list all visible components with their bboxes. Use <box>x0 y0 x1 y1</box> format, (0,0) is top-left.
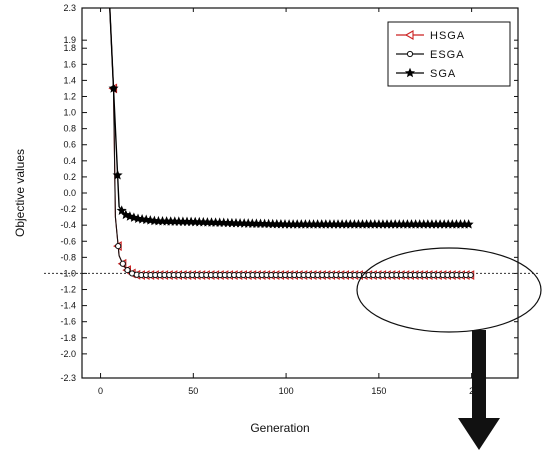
y-tick-label: 0.2 <box>63 172 76 182</box>
series-point-sga <box>108 83 119 93</box>
y-tick-label: 0.6 <box>63 140 76 150</box>
y-tick-label: 1.8 <box>63 43 76 53</box>
y-tick-label: 2.3 <box>63 3 76 13</box>
legend-marker-hsga <box>404 30 414 40</box>
y-tick-label: -0.2 <box>60 204 76 214</box>
y-tick-label: 1.6 <box>63 59 76 69</box>
legend-label-hsga: HSGA <box>430 30 465 42</box>
y-tick-label: -0.4 <box>60 220 76 230</box>
annotation-ellipse <box>356 247 542 333</box>
y-tick-label: -2.3 <box>60 373 76 383</box>
legend-marker-sga <box>404 67 416 78</box>
series-point-sga <box>112 169 123 180</box>
series-point-esga <box>115 242 122 250</box>
series-point-sga <box>116 205 127 215</box>
y-tick-label: -0.6 <box>60 236 76 246</box>
y-tick-label: 1.0 <box>63 108 76 118</box>
x-tick-label: 150 <box>371 386 386 396</box>
y-tick-label: 0.8 <box>63 124 76 134</box>
y-tick-label: 0.4 <box>63 156 76 166</box>
y-tick-label: 1.9 <box>63 35 76 45</box>
y-tick-label: 1.2 <box>63 91 76 101</box>
x-tick-label: 50 <box>188 386 198 396</box>
series-point-sga <box>463 219 474 229</box>
series-point-esga <box>124 266 131 274</box>
y-tick-label: -2.0 <box>60 349 76 359</box>
legend-marker-esga <box>406 50 414 58</box>
y-tick-label: -1.4 <box>60 301 76 311</box>
y-tick-label: 1.4 <box>63 75 76 85</box>
legend-label-esga: ESGA <box>430 49 465 61</box>
y-tick-label: 0.0 <box>63 188 76 198</box>
x-tick-label: 0 <box>98 386 103 396</box>
annotation-arrow-head <box>458 418 500 450</box>
y-tick-label: -0.8 <box>60 252 76 262</box>
y-axis-title: Objective values <box>13 149 27 237</box>
annotation-arrow-shaft <box>472 330 486 418</box>
x-tick-label: 100 <box>279 386 294 396</box>
legend-label-sga: SGA <box>430 68 456 80</box>
series-point-esga <box>467 271 474 279</box>
y-tick-label: -1.2 <box>60 285 76 295</box>
y-tick-label: -1.6 <box>60 317 76 327</box>
y-tick-label: -1.8 <box>60 333 76 343</box>
x-tick-label: 2 <box>469 386 474 396</box>
x-axis-title: Generation <box>250 421 309 435</box>
series-point-esga <box>119 260 126 267</box>
